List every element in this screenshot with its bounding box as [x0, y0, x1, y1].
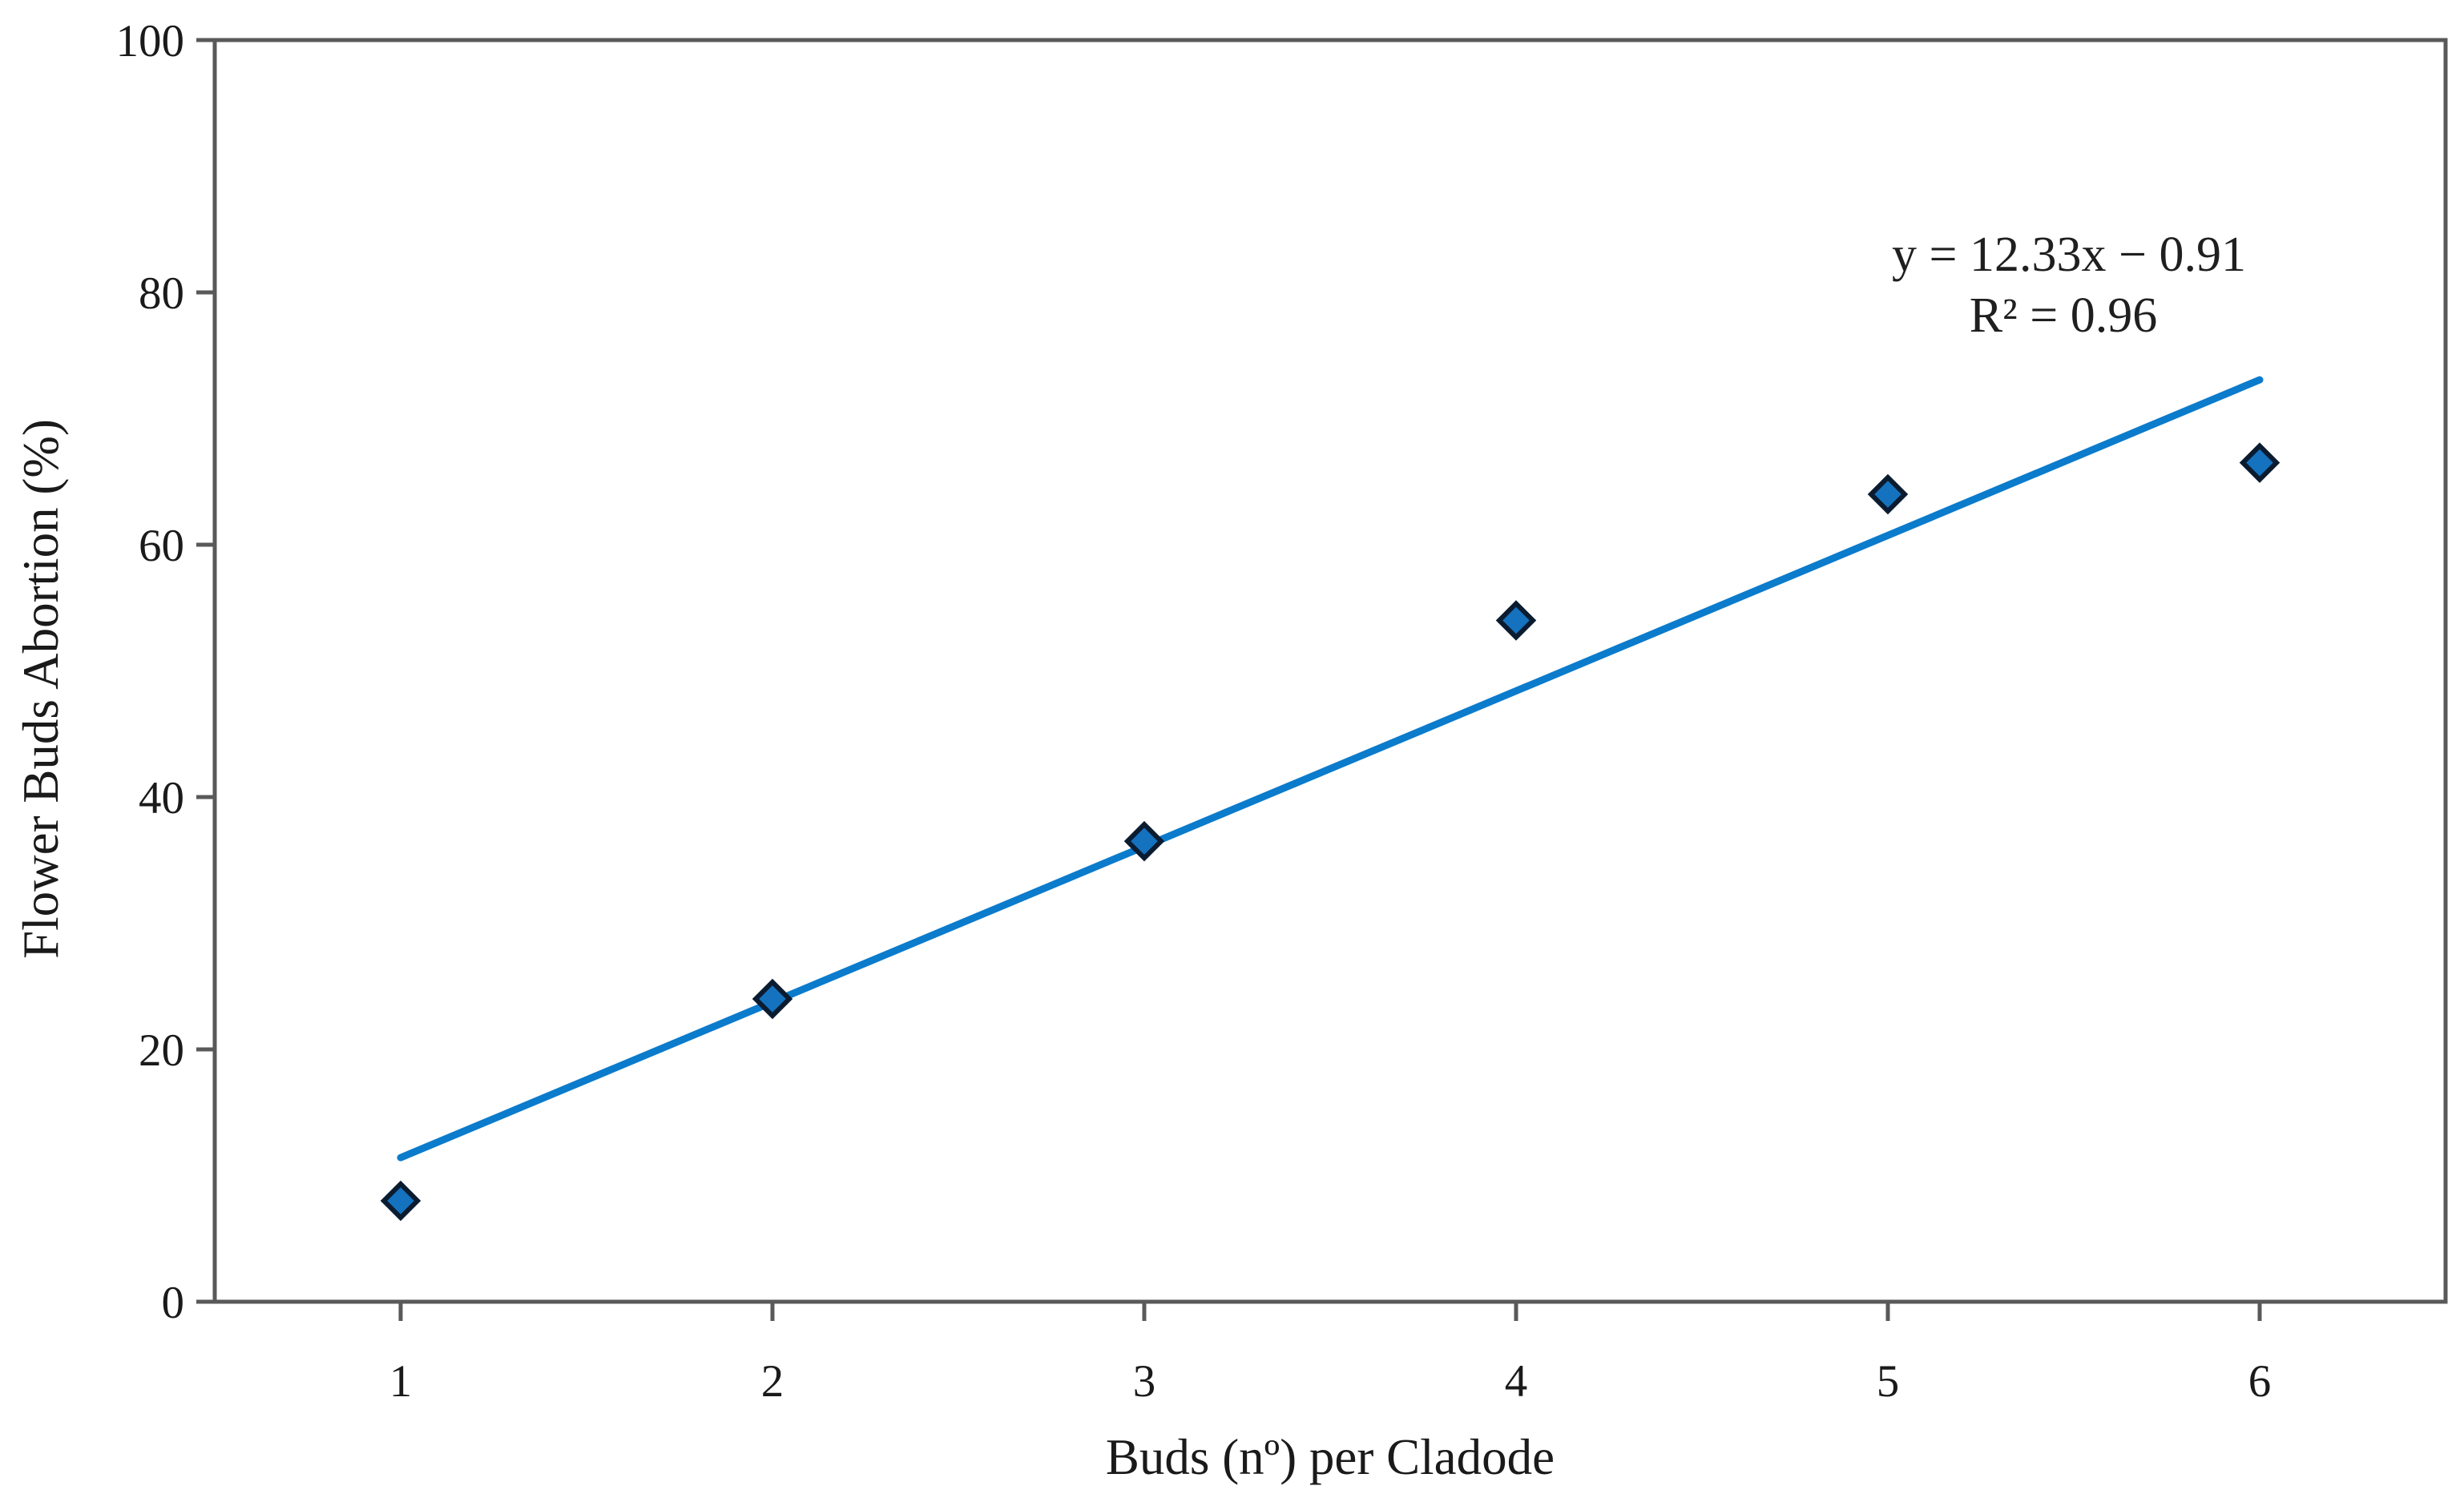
- trendline-r-squared: R² = 0.96: [1970, 288, 2157, 343]
- data-point: [380, 1180, 421, 1222]
- trendline: [397, 376, 2264, 1162]
- x-tick-label: 6: [2248, 1356, 2272, 1407]
- y-tick-label: 100: [116, 16, 185, 66]
- data-point: [752, 978, 793, 1020]
- data-point: [1123, 820, 1165, 862]
- y-tick-label: 20: [139, 1025, 184, 1076]
- x-tick-label: 1: [389, 1356, 413, 1407]
- data-point: [1867, 473, 1909, 515]
- x-tick-label: 2: [761, 1356, 784, 1407]
- y-tick-label: 40: [139, 773, 184, 823]
- x-tick-label: 5: [1877, 1356, 1900, 1407]
- y-tick-label: 80: [139, 268, 184, 319]
- data-point: [2239, 442, 2281, 483]
- y-tick-label: 60: [139, 521, 184, 571]
- x-tick-label: 3: [1133, 1356, 1156, 1407]
- x-tick-label: 4: [1505, 1356, 1528, 1407]
- y-tick-label: 0: [162, 1278, 185, 1328]
- data-point: [1495, 600, 1537, 641]
- y-axis-title: Flower Buds Abortion (%): [13, 419, 69, 959]
- trendline-equation: y = 12.33x − 0.91: [1892, 228, 2246, 282]
- x-axis-title: Buds (nº) per Cladode: [1106, 1429, 1555, 1485]
- plot-area: 0 20 40 60 80 100 1 2 3 4 5 6: [116, 16, 2448, 1407]
- plot-frame: [212, 38, 2448, 1304]
